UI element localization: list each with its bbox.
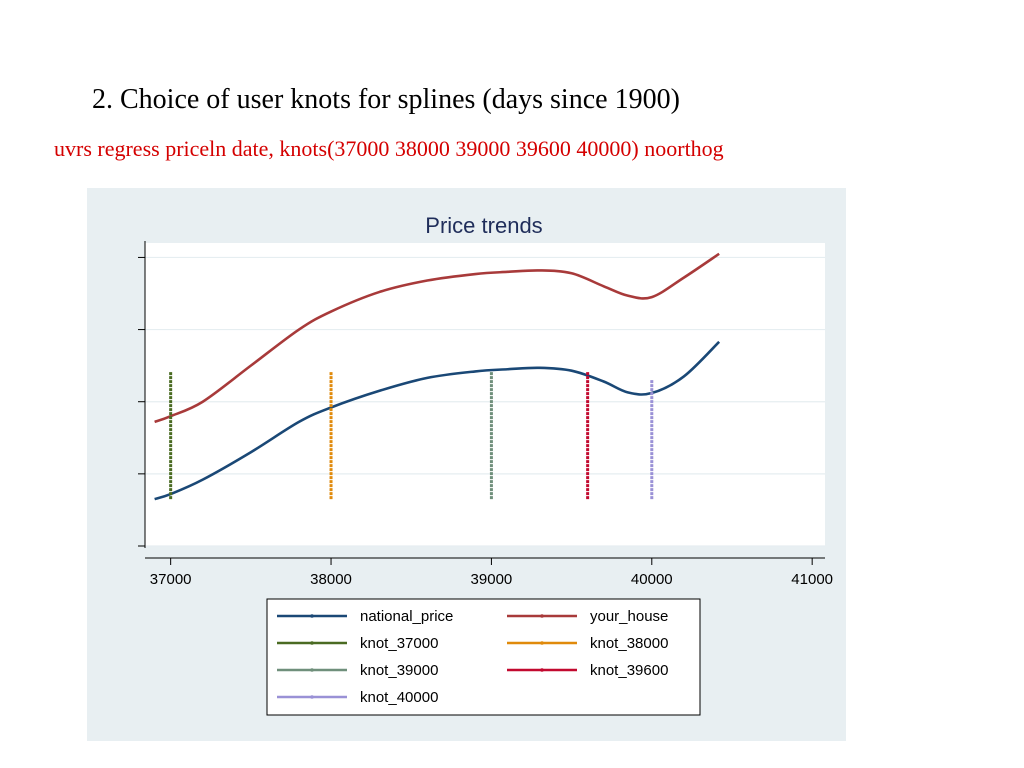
stata-command: uvrs regress priceln date, knots(37000 3… <box>54 136 724 161</box>
legend-marker <box>310 695 314 699</box>
legend-marker <box>540 668 544 672</box>
x-tick-label: 37000 <box>150 571 192 588</box>
x-tick-label: 39000 <box>471 571 513 588</box>
legend-marker <box>310 668 314 672</box>
slide-title: 2. Choice of user knots for splines (day… <box>92 84 680 115</box>
chart-panel: Price trends 37000 38000 39000 40000 41000 n… <box>87 188 846 741</box>
legend-label: knot_38000 <box>590 635 668 652</box>
legend-label: knot_39000 <box>360 662 438 679</box>
series-your-house <box>154 252 720 424</box>
price-trends-chart: Price trends 37000 38000 39000 40000 41000 n… <box>138 213 833 716</box>
plot-layer: 37000 38000 39000 40000 41000 <box>138 241 833 588</box>
legend-label: knot_37000 <box>360 635 438 652</box>
legend-label: knot_40000 <box>360 689 438 706</box>
chart-title: Price trends <box>425 213 542 238</box>
legend-box <box>266 598 701 716</box>
x-tick-label: 38000 <box>310 571 352 588</box>
legend-marker <box>310 641 314 645</box>
legend-marker <box>310 614 314 618</box>
legend-marker <box>540 641 544 645</box>
series-national-price <box>154 340 721 501</box>
legend-marker <box>540 614 544 618</box>
legend-label: your_house <box>590 608 668 625</box>
legend-label: knot_39600 <box>590 662 668 679</box>
legend: national_price knot_37000 knot_39000 knot_4… <box>266 598 701 716</box>
legend-label: national_price <box>360 608 453 625</box>
x-tick-label: 40000 <box>631 571 673 588</box>
x-tick-label: 41000 <box>791 571 833 588</box>
plot-area <box>145 243 825 546</box>
